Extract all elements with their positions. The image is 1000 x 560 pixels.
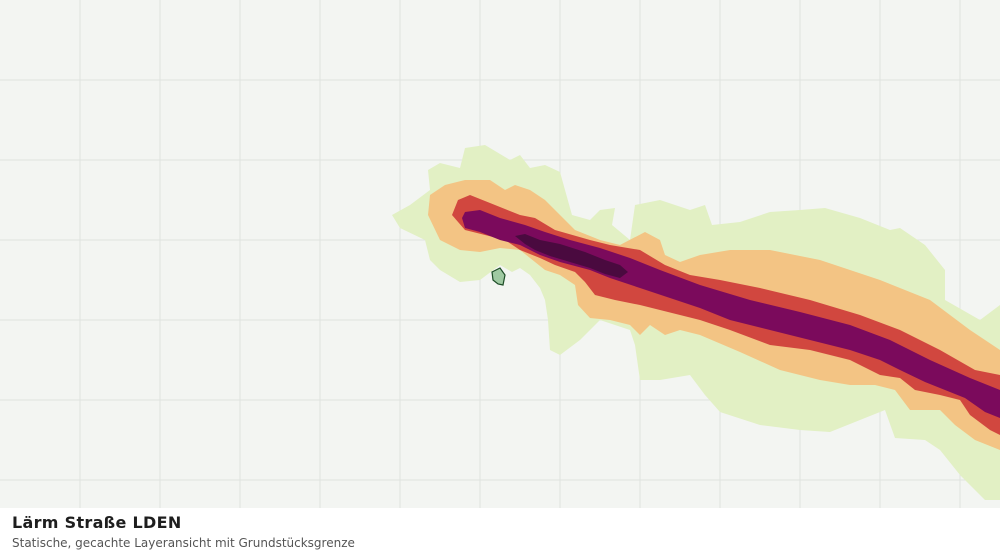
map-view	[0, 0, 1000, 508]
caption: Lärm Straße LDEN Statische, gecachte Lay…	[12, 512, 988, 552]
layer-subtitle: Statische, gecachte Layeransicht mit Gru…	[12, 536, 355, 550]
layer-title: Lärm Straße LDEN	[12, 513, 182, 532]
parcel-boundary	[491, 267, 506, 286]
noise-zone-extreme	[515, 234, 628, 278]
